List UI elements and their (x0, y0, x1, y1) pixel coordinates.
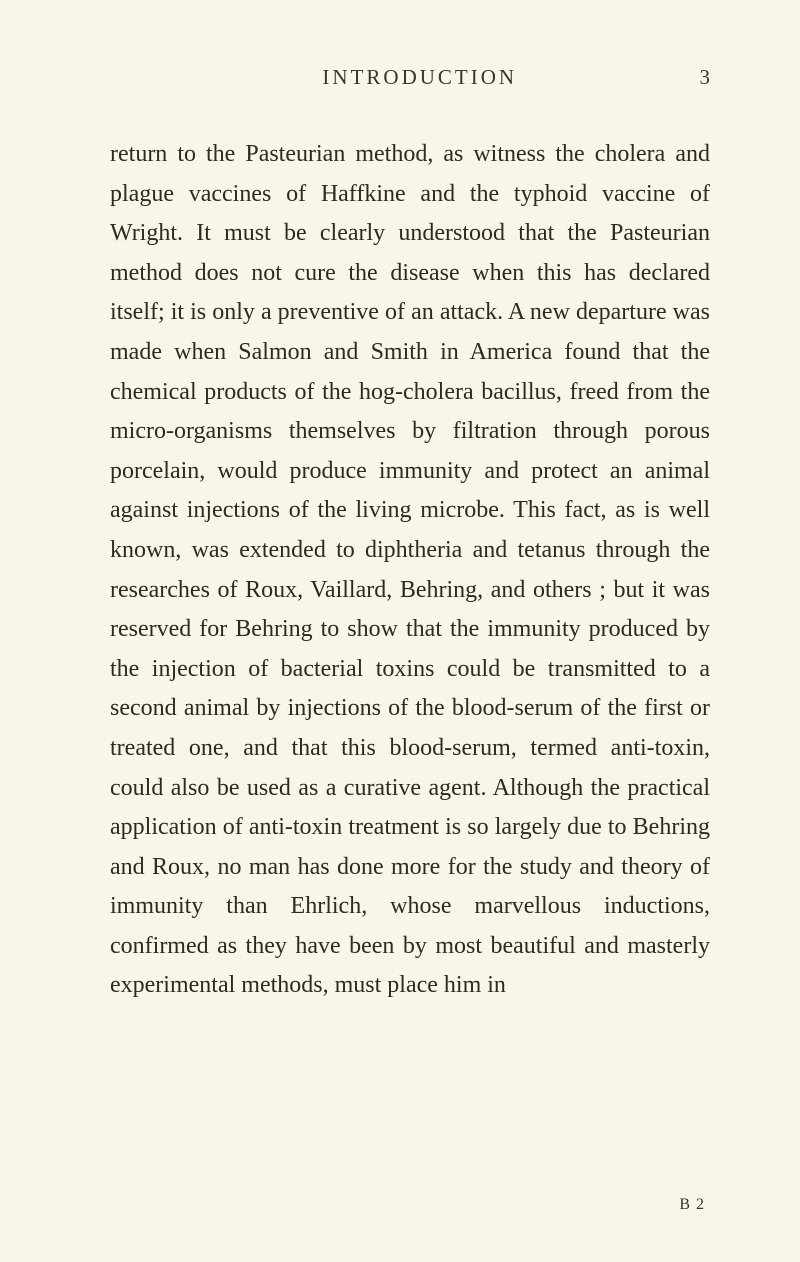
header-title: INTRODUCTION (140, 65, 700, 90)
page-footer-signature: B 2 (679, 1196, 705, 1214)
page-header: INTRODUCTION 3 (110, 65, 710, 90)
body-paragraph: return to the Pasteurian method, as witn… (110, 135, 710, 1006)
page-number: 3 (700, 65, 711, 90)
